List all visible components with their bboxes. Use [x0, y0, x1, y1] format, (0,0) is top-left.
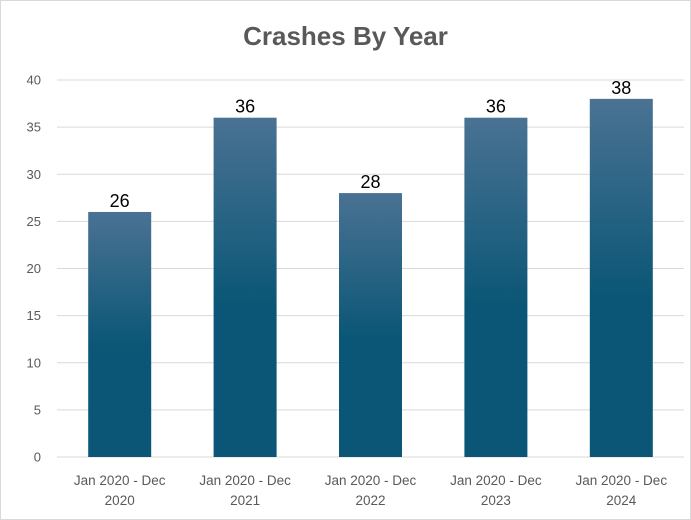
y-tick-label: 20 — [27, 261, 41, 276]
data-label: 36 — [486, 97, 506, 117]
data-label: 38 — [611, 78, 631, 98]
bar — [213, 117, 277, 457]
y-tick-label: 5 — [34, 402, 41, 417]
y-tick-label: 10 — [27, 355, 41, 370]
y-tick-label: 25 — [27, 214, 41, 229]
bar — [339, 193, 402, 457]
x-tick-label: Jan 2020 - Dec — [450, 473, 542, 488]
data-label: 36 — [235, 97, 255, 117]
x-tick-label: Jan 2020 - Dec — [199, 473, 291, 488]
x-tick-label: Jan 2020 - Dec — [74, 473, 166, 488]
y-tick-label: 30 — [27, 167, 41, 182]
y-tick-label: 35 — [27, 120, 41, 135]
chart-title: Crashes By Year — [243, 21, 448, 51]
y-tick-label: 40 — [27, 73, 41, 88]
y-tick-label: 0 — [34, 450, 41, 465]
x-tick-label: 2020 — [105, 493, 135, 508]
bar — [464, 117, 528, 457]
x-tick-label: Jan 2020 - Dec — [325, 473, 417, 488]
x-tick-label: 2021 — [230, 493, 260, 508]
bar — [88, 211, 152, 457]
y-tick-label: 15 — [27, 308, 41, 323]
data-label: 28 — [360, 172, 380, 192]
x-tick-label: 2024 — [606, 493, 637, 508]
x-tick-label: 2023 — [481, 493, 511, 508]
x-tick-label: 2022 — [355, 493, 385, 508]
bar — [589, 98, 653, 457]
x-tick-label: Jan 2020 - Dec — [576, 473, 668, 488]
data-label: 26 — [110, 191, 130, 211]
